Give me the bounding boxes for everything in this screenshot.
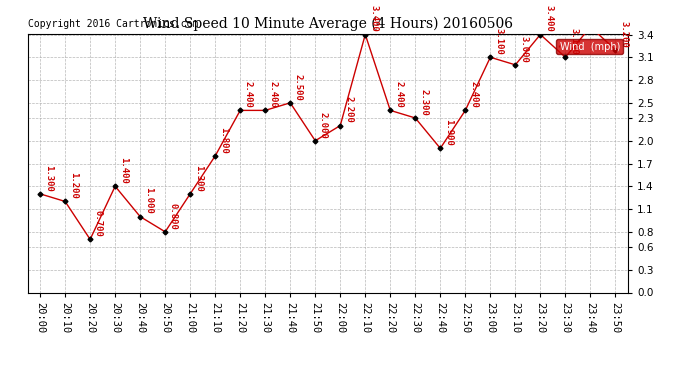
Text: 1.300: 1.300 [44, 165, 53, 192]
Text: 3.000: 3.000 [519, 36, 528, 63]
Text: 3.500: 3.500 [0, 374, 1, 375]
Text: 2.000: 2.000 [319, 112, 328, 138]
Text: 2.200: 2.200 [344, 96, 353, 123]
Text: 3.200: 3.200 [619, 21, 628, 47]
Text: 2.400: 2.400 [394, 81, 403, 108]
Text: 2.400: 2.400 [469, 81, 478, 108]
Text: 2.400: 2.400 [244, 81, 253, 108]
Text: 3.100: 3.100 [569, 28, 578, 55]
Text: Copyright 2016 Cartronics.com: Copyright 2016 Cartronics.com [28, 19, 198, 28]
Text: 1.900: 1.900 [444, 119, 453, 146]
Text: 3.100: 3.100 [494, 28, 503, 55]
Text: 1.000: 1.000 [144, 188, 153, 214]
Text: 1.400: 1.400 [119, 157, 128, 184]
Text: 0.700: 0.700 [94, 210, 103, 237]
Text: 2.300: 2.300 [419, 89, 428, 116]
Text: 3.400: 3.400 [544, 5, 553, 32]
Text: 1.200: 1.200 [69, 172, 78, 199]
Text: 2.500: 2.500 [294, 74, 303, 100]
Text: 1.300: 1.300 [194, 165, 203, 192]
Text: 1.800: 1.800 [219, 127, 228, 154]
Text: 2.400: 2.400 [269, 81, 278, 108]
Text: 0.800: 0.800 [169, 202, 178, 229]
Legend: Wind  (mph): Wind (mph) [556, 39, 623, 54]
Text: 3.400: 3.400 [369, 5, 378, 32]
Title: Wind Speed 10 Minute Average (4 Hours) 20160506: Wind Speed 10 Minute Average (4 Hours) 2… [143, 17, 513, 31]
